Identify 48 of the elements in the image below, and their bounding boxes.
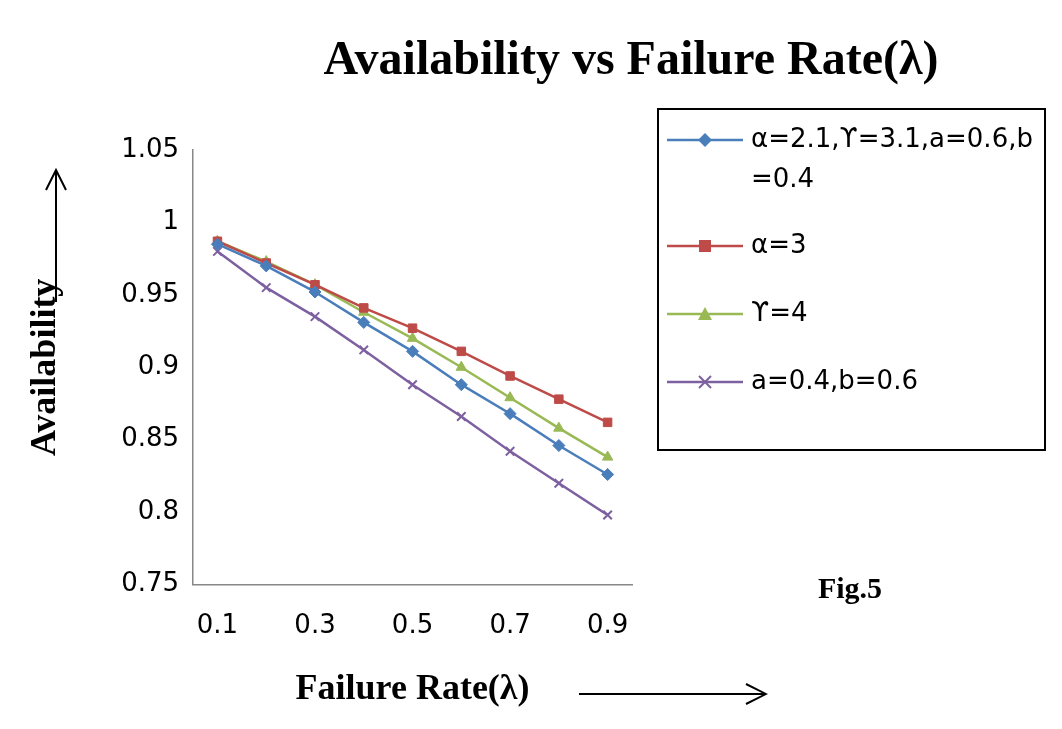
point [454, 378, 468, 392]
y-tick-label: 1 [162, 205, 180, 236]
y-tick-label: 1.05 [121, 132, 180, 163]
y-axis-title: Availability [22, 278, 63, 456]
point [504, 446, 516, 457]
x-tick-label: 0.3 [294, 608, 336, 639]
chart-title: Availability vs Failure Rate(λ) [322, 30, 940, 85]
point [601, 468, 615, 481]
point [505, 371, 515, 381]
point [554, 394, 564, 404]
y-tick-label: 0.75 [121, 567, 180, 598]
point [357, 315, 371, 329]
legend-label: α=3 [751, 228, 807, 261]
x-tick-label: 0.9 [586, 608, 629, 639]
point [261, 282, 272, 293]
point [212, 246, 223, 257]
point [456, 411, 467, 422]
legend-label: ϒ=4 [751, 296, 808, 329]
point [503, 407, 517, 421]
point [407, 323, 418, 333]
legend-label: a=0.4,b=0.6 [751, 364, 918, 397]
legend-label: α=2.1,ϒ=3.1,a=0.6,b=0.4 [751, 122, 1034, 195]
point [259, 259, 273, 273]
x-tick-label: 0.1 [196, 608, 239, 639]
point [358, 344, 370, 356]
point [406, 344, 420, 358]
x-tick-label: 0.5 [391, 608, 434, 639]
point [602, 417, 613, 428]
point [308, 285, 322, 299]
point [553, 421, 565, 432]
point [309, 311, 321, 322]
point [406, 331, 419, 342]
point [210, 237, 224, 251]
y-tick-label: 0.85 [121, 422, 180, 453]
y-tick-label: 0.9 [137, 350, 180, 381]
x-axis-title: Failure Rate(λ) [295, 666, 530, 707]
point [601, 450, 614, 461]
point [456, 346, 467, 357]
y-tick-label: 0.95 [121, 277, 180, 308]
point [552, 439, 566, 453]
y-tick-label: 0.8 [137, 494, 180, 525]
point [455, 360, 468, 371]
point [602, 509, 613, 521]
point [553, 477, 565, 489]
caption: Fig.5 [817, 570, 883, 604]
point [407, 379, 418, 390]
point [504, 391, 516, 402]
x-tick-label: 0.7 [489, 608, 531, 639]
